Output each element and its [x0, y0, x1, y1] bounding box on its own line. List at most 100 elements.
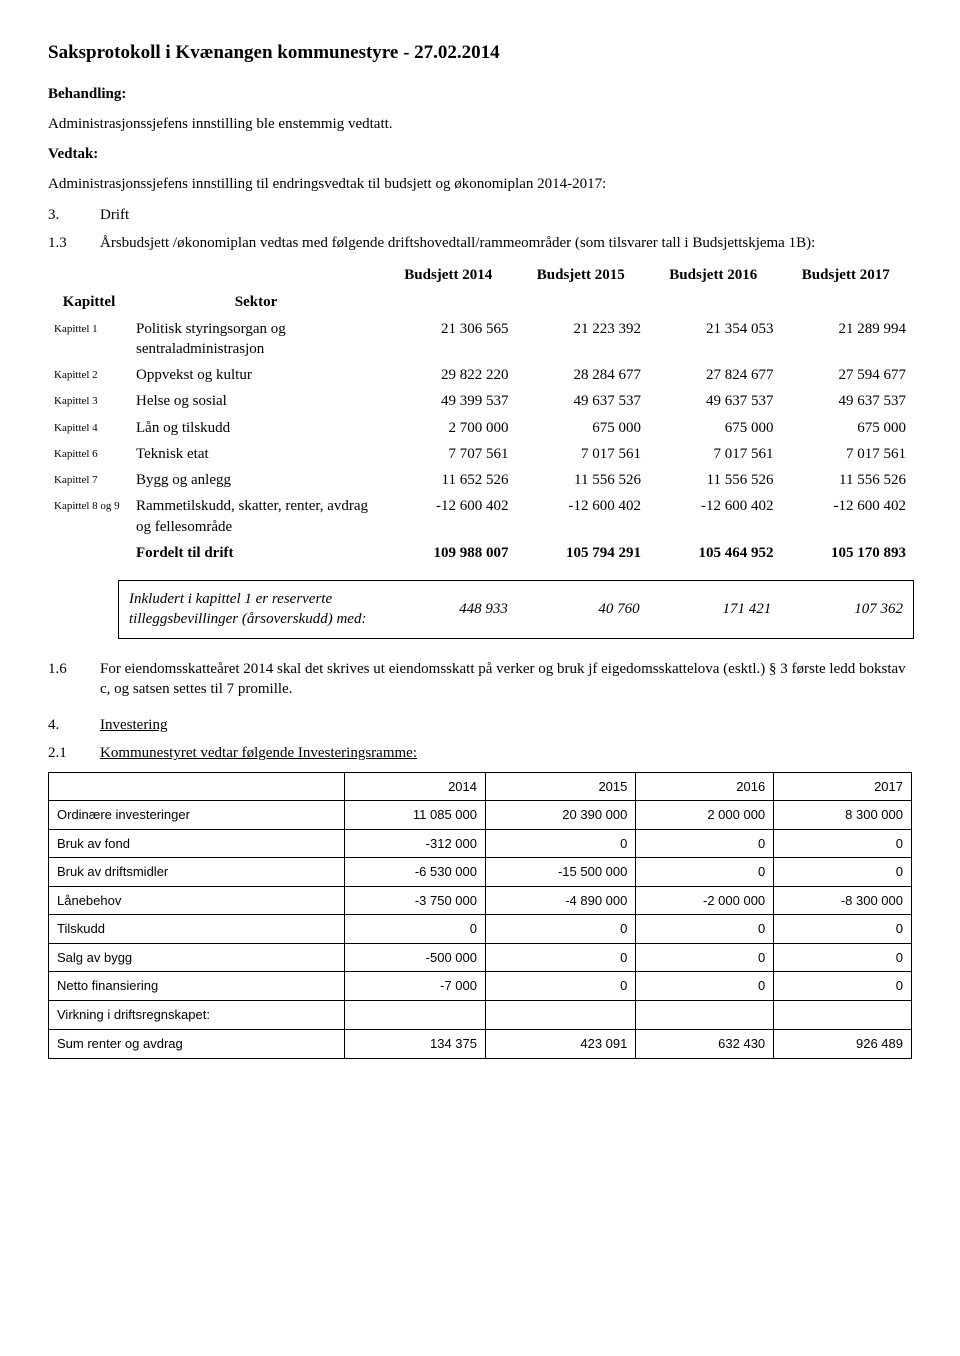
- col-kapittel: Kapittel: [48, 288, 130, 315]
- cell-sektor: Teknisk etat: [130, 441, 382, 467]
- cell-value: 105 464 952: [647, 540, 780, 566]
- table-row: Bruk av driftsmidler-6 530 000-15 500 00…: [49, 858, 912, 887]
- invest-value: 0: [344, 915, 485, 944]
- cell-value: 7 017 561: [780, 441, 913, 467]
- col-year: Budsjett 2014: [382, 261, 515, 288]
- cell-value: -12 600 402: [780, 493, 913, 540]
- section-1-3: 1.3 Årsbudsjett /økonomiplan vedtas med …: [48, 233, 912, 253]
- cell-value: 7 707 561: [382, 441, 515, 467]
- invest-value: -8 300 000: [774, 886, 912, 915]
- invest-value: -500 000: [344, 943, 485, 972]
- table-row: Kapittel 1Politisk styringsorgan og sent…: [48, 316, 912, 363]
- cell-sektor: Fordelt til drift: [130, 540, 382, 566]
- cell-value: 11 556 526: [515, 467, 648, 493]
- invest-value: [485, 1001, 635, 1030]
- cell-kapittel: Kapittel 7: [48, 467, 130, 493]
- invest-label: Ordinære investeringer: [49, 801, 345, 830]
- invest-label: Sum renter og avdrag: [49, 1030, 345, 1059]
- cell-value: 29 822 220: [382, 362, 515, 388]
- section-number: 4.: [48, 715, 72, 735]
- table-row: Kapittel 6Teknisk etat7 707 5617 017 561…: [48, 441, 912, 467]
- invest-value: 0: [636, 972, 774, 1001]
- section-text: For eiendomsskatteåret 2014 skal det skr…: [100, 659, 912, 700]
- inkludert-val: 107 362: [781, 581, 913, 638]
- cell-value: -12 600 402: [647, 493, 780, 540]
- invest-value: 0: [774, 829, 912, 858]
- cell-value: 11 556 526: [647, 467, 780, 493]
- vedtak-text: Administrasjonssjefens innstilling til e…: [48, 174, 912, 194]
- cell-value: 675 000: [780, 415, 913, 441]
- cell-value: 27 824 677: [647, 362, 780, 388]
- cell-value: -12 600 402: [515, 493, 648, 540]
- cell-value: 7 017 561: [515, 441, 648, 467]
- invest-value: 0: [774, 972, 912, 1001]
- cell-sektor: Rammetilskudd, skatter, renter, avdrag o…: [130, 493, 382, 540]
- invest-value: [774, 1001, 912, 1030]
- cell-value: 27 594 677: [780, 362, 913, 388]
- cell-value: 49 637 537: [515, 388, 648, 414]
- invest-value: 8 300 000: [774, 801, 912, 830]
- cell-value: 675 000: [515, 415, 648, 441]
- invest-value: 0: [774, 858, 912, 887]
- invest-value: 926 489: [774, 1030, 912, 1059]
- table-row: Salg av bygg-500 000000: [49, 943, 912, 972]
- section-number: 1.3: [48, 233, 72, 253]
- invest-value: [344, 1001, 485, 1030]
- invest-value: 2 000 000: [636, 801, 774, 830]
- col-sektor: Sektor: [130, 288, 382, 315]
- invest-value: 0: [485, 915, 635, 944]
- table-row: Kapittel 8 og 9Rammetilskudd, skatter, r…: [48, 493, 912, 540]
- section-number: 3.: [48, 205, 72, 225]
- cell-kapittel: Kapittel 1: [48, 316, 130, 363]
- invest-label: Bruk av driftsmidler: [49, 858, 345, 887]
- table-row: Netto finansiering-7 000000: [49, 972, 912, 1001]
- inkludert-val: 171 421: [650, 581, 782, 638]
- invest-value: 0: [485, 829, 635, 858]
- cell-sektor: Oppvekst og kultur: [130, 362, 382, 388]
- invest-value: [636, 1001, 774, 1030]
- cell-value: 105 794 291: [515, 540, 648, 566]
- inkludert-val: 448 933: [386, 581, 518, 638]
- vedtak-header: Vedtak:: [48, 144, 912, 164]
- invest-year: 2017: [774, 772, 912, 801]
- page-title: Saksprotokoll i Kvænangen kommunestyre -…: [48, 40, 912, 66]
- behandling-text: Administrasjonssjefens innstilling ble e…: [48, 114, 912, 134]
- cell-value: 2 700 000: [382, 415, 515, 441]
- col-year: Budsjett 2017: [780, 261, 913, 288]
- cell-sektor: Helse og sosial: [130, 388, 382, 414]
- invest-value: 0: [485, 972, 635, 1001]
- invest-value: 0: [636, 829, 774, 858]
- section-heading: Investering: [100, 715, 912, 735]
- section-3-drift: 3. Drift: [48, 205, 912, 225]
- cell-kapittel: Kapittel 4: [48, 415, 130, 441]
- cell-value: 109 988 007: [382, 540, 515, 566]
- invest-value: -4 890 000: [485, 886, 635, 915]
- invest-label: Netto finansiering: [49, 972, 345, 1001]
- table-row: Fordelt til drift109 988 007105 794 2911…: [48, 540, 912, 566]
- section-4: 4. Investering: [48, 715, 912, 735]
- section-1-6: 1.6 For eiendomsskatteåret 2014 skal det…: [48, 659, 912, 700]
- invest-value: 0: [774, 915, 912, 944]
- cell-kapittel: Kapittel 2: [48, 362, 130, 388]
- invest-label: Virkning i driftsregnskapet:: [49, 1001, 345, 1030]
- invest-value: 134 375: [344, 1030, 485, 1059]
- invest-table: 2014 2015 2016 2017 Ordinære investering…: [48, 772, 912, 1059]
- cell-value: 28 284 677: [515, 362, 648, 388]
- cell-sektor: Bygg og anlegg: [130, 467, 382, 493]
- inkludert-val: 40 760: [518, 581, 650, 638]
- invest-value: -15 500 000: [485, 858, 635, 887]
- invest-year: 2016: [636, 772, 774, 801]
- table-row: Bruk av fond-312 000000: [49, 829, 912, 858]
- cell-value: 21 354 053: [647, 316, 780, 363]
- invest-year: 2015: [485, 772, 635, 801]
- invest-value: -312 000: [344, 829, 485, 858]
- table-row: Ordinære investeringer11 085 00020 390 0…: [49, 801, 912, 830]
- cell-sektor: Lån og tilskudd: [130, 415, 382, 441]
- invest-value: 0: [774, 943, 912, 972]
- cell-kapittel: Kapittel 3: [48, 388, 130, 414]
- col-year: Budsjett 2015: [515, 261, 648, 288]
- invest-value: -2 000 000: [636, 886, 774, 915]
- invest-value: -3 750 000: [344, 886, 485, 915]
- table-row: Kapittel 2Oppvekst og kultur29 822 22028…: [48, 362, 912, 388]
- invest-value: 632 430: [636, 1030, 774, 1059]
